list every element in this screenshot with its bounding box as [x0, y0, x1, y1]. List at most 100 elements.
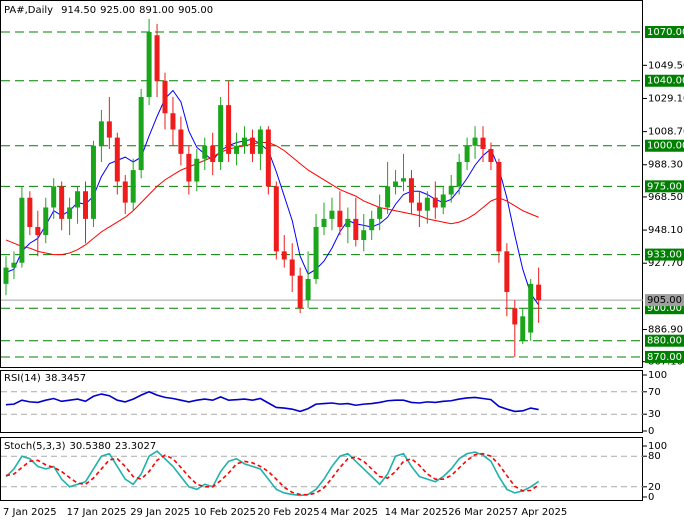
candle-body [416, 202, 422, 211]
level-label-box [645, 26, 684, 39]
stoch-title: Stoch(5,3,3) 30.5380 23.3027 [4, 441, 156, 452]
x-tick-label: 10 Feb 2025 [194, 507, 256, 518]
candle-body [496, 161, 502, 252]
y-tick-label: 1049.50 [648, 60, 684, 71]
level-label-box [645, 180, 684, 193]
grid-layer [1, 31, 647, 498]
rsi-value: 38.3457 [45, 373, 86, 384]
x-tick-label: 29 Jan 2025 [130, 507, 190, 518]
candle-body [289, 259, 295, 276]
candle-body [448, 186, 454, 195]
y-tick-label: 948.10 [648, 225, 683, 236]
y-tick-label: 80 [648, 451, 661, 462]
level-label: 1000.00 [647, 141, 684, 152]
ohlc-label: 891.00 [139, 5, 174, 16]
candle-body [297, 275, 303, 309]
candle-body [43, 207, 49, 236]
y-tick-label: 100 [648, 441, 667, 452]
level-label: 900.00 [647, 303, 682, 314]
candle-body [424, 197, 430, 211]
y-tick-label: 70 [648, 387, 661, 398]
candle-body [154, 35, 160, 81]
candle-body [170, 113, 176, 130]
candle-body [106, 121, 112, 138]
level-label: 933.00 [647, 250, 682, 261]
candle-body [122, 181, 128, 203]
candle-body [512, 308, 518, 325]
x-tick-label: 7 Apr 2025 [512, 507, 567, 518]
candle-body [377, 207, 383, 219]
candle-body [202, 145, 208, 159]
candle-body [234, 145, 240, 154]
title: Stoch(5,3,3) [4, 441, 66, 452]
rsi-panel [0, 370, 643, 433]
stoch-value: 30.5380 [69, 441, 110, 452]
main-panel [0, 0, 643, 368]
level-label: 870.00 [647, 352, 682, 363]
candle-body [273, 186, 279, 252]
marks-layer [3, 19, 542, 497]
stoch-value: 23.3027 [115, 441, 156, 452]
candle-body [146, 32, 152, 97]
ohlc-label: 914.50 [61, 5, 96, 16]
candle-body [401, 178, 406, 182]
current-price-box [645, 294, 684, 307]
level-label-box [645, 350, 684, 363]
candle-body [218, 105, 224, 162]
stoch-panel [0, 437, 643, 501]
x-tick-label: 4 Mar 2025 [321, 507, 378, 518]
candle-body [186, 153, 192, 182]
indicator-line [5, 390, 539, 413]
y-tick-label: 1029.10 [648, 93, 684, 104]
indicator-line [5, 452, 540, 496]
candle-body [353, 218, 359, 240]
candle-body [480, 137, 486, 149]
candle-body [345, 218, 351, 227]
candle-body [329, 210, 335, 219]
level-label-box [645, 74, 684, 87]
candle-body [19, 197, 25, 263]
candle-body [520, 316, 526, 341]
candle-body [3, 267, 9, 284]
x-tick-label: 20 Feb 2025 [257, 507, 319, 518]
level-label: 1070.00 [647, 27, 684, 38]
candle-body [226, 105, 232, 154]
level-label-box [645, 248, 684, 261]
title: PA#,Daily [4, 5, 53, 16]
candle-body [408, 178, 414, 203]
candle-body [98, 121, 104, 146]
candle-body [337, 210, 343, 227]
candle-body [361, 230, 367, 240]
candle-body [130, 170, 136, 203]
candle-body [440, 194, 446, 208]
candle-body [313, 226, 319, 279]
candle-body [67, 207, 73, 219]
level-label: 1040.00 [647, 76, 684, 87]
indicator-line [5, 450, 540, 497]
level-label-box [645, 139, 684, 152]
candle-body [178, 129, 184, 154]
candle-body [305, 278, 311, 301]
main-title: PA#,Daily 914.50 925.00 891.00 905.00 [4, 5, 213, 16]
rsi-title: RSI(14) 38.3457 [4, 373, 86, 384]
level-label-box [645, 334, 684, 347]
y-tick-label: 927.70 [648, 258, 683, 269]
current-price-label: 905.00 [647, 295, 682, 306]
candle-body [472, 137, 478, 146]
candle-body [249, 137, 255, 154]
candle-body [528, 283, 534, 333]
candle-body [456, 161, 462, 187]
x-tick-label: 7 Jan 2025 [3, 507, 57, 518]
candle-body [51, 186, 57, 208]
candle-body [83, 191, 88, 219]
x-tick-label: 14 Mar 2025 [385, 507, 448, 518]
ohlc-label: 925.00 [100, 5, 135, 16]
candle-body [488, 148, 494, 162]
y-tick-label: 886.90 [648, 324, 683, 335]
candle-body [114, 137, 120, 182]
y-tick-label: 1008.70 [648, 127, 684, 138]
labels-layer: 1049.50 1029.10 1008.70 988.30 968.50 948.10 9… [3, 26, 684, 518]
y-tick-label: 988.30 [648, 160, 683, 171]
candle-body [11, 262, 17, 268]
candle-body [393, 181, 399, 187]
